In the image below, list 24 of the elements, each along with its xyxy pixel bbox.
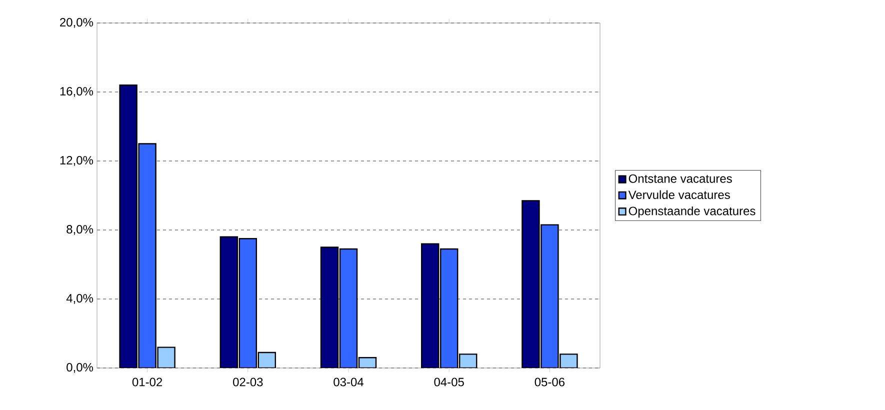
y-tick-label: 12,0% [60, 156, 94, 166]
y-tick-label: 8,0% [66, 225, 94, 235]
legend-label: Vervulde vacatures [628, 190, 730, 200]
y-tick-label: 20,0% [60, 18, 94, 28]
bar [238, 238, 258, 368]
x-tick-label: 01-02 [132, 378, 162, 386]
y-tick-label: 16,0% [60, 87, 94, 97]
bar [119, 84, 138, 368]
legend-label: Ontstane vacatures [628, 174, 732, 183]
x-tick-label: 04-05 [434, 378, 464, 386]
bar [339, 248, 358, 368]
y-tick-label: 4,0% [66, 294, 94, 304]
x-tick-label: 03-04 [334, 378, 364, 386]
bar [220, 236, 238, 368]
bar [440, 248, 458, 368]
bar [138, 143, 156, 368]
bar [522, 200, 540, 368]
legend-label: Openstaande vacatures [628, 206, 756, 218]
bar [421, 243, 440, 368]
x-tick-label: 05-06 [534, 378, 565, 386]
x-tick-label: 02-03 [233, 378, 263, 386]
bar [320, 246, 339, 368]
bar [540, 224, 559, 368]
y-tick-label: 0,0% [66, 363, 94, 373]
